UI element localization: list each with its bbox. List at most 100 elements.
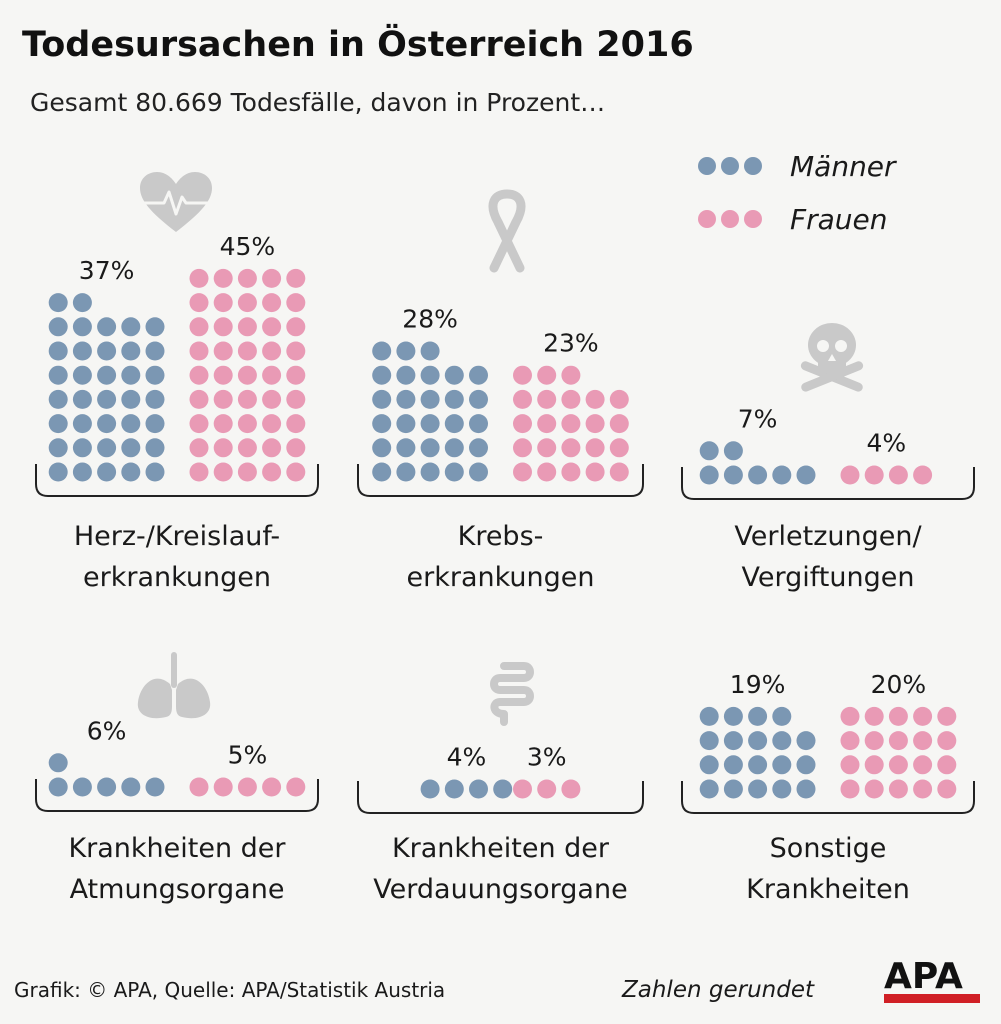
krebs-women-dot	[513, 414, 532, 434]
atmung-category-label-line: Krankheiten der	[68, 833, 286, 864]
krebs-men-dot	[444, 462, 464, 482]
herz-women-dot	[237, 365, 257, 385]
sonstige-women-dot	[864, 779, 884, 799]
herz-women-dot	[262, 268, 282, 288]
krebs-category-label-line: Krebs-	[458, 521, 544, 552]
krebs-men-dot	[420, 462, 440, 482]
verdauung-women-value-label: 3%	[527, 743, 567, 772]
verdauung-men-dot	[444, 779, 464, 799]
herz-men-dot	[121, 438, 141, 458]
panel-atmung: 6% 5% Krankheiten der Atmungsorgane	[35, 716, 319, 905]
atmung-women-dot	[237, 777, 257, 797]
herz-men-dot	[48, 317, 68, 337]
sonstige-men-dot	[723, 755, 743, 775]
footer-source: Grafik: © APA, Quelle: APA/Statistik Aus…	[14, 978, 445, 1002]
herz-women-dot	[213, 389, 233, 409]
sonstige-women-dot	[937, 706, 957, 726]
atmung-women-value-label: 5%	[228, 741, 268, 770]
krebs-men-dot	[444, 365, 464, 385]
herz-women-dot	[262, 462, 282, 482]
sonstige-category-label-line: Krankheiten	[746, 874, 910, 905]
krebs-men-dot	[420, 389, 440, 409]
herz-men-dot	[145, 438, 165, 458]
verdauung-women-dot	[537, 779, 557, 799]
sonstige-men-dot	[723, 779, 743, 799]
krebs-bracket	[357, 464, 644, 497]
krebs-men-dot	[396, 389, 416, 409]
legend-men-swatch	[698, 157, 762, 175]
krebs-men-dot	[396, 341, 416, 361]
apa-logo: APA	[884, 956, 980, 1003]
sonstige-women-dot	[840, 779, 860, 799]
sonstige-men-dot	[723, 731, 743, 751]
sonstige-women-dot	[864, 755, 884, 775]
herz-men-dot	[121, 414, 141, 434]
herz-men-dot	[145, 389, 165, 409]
krebs-women-dot	[561, 462, 581, 482]
krebs-women-dot	[513, 389, 532, 409]
atmung-men-dot	[145, 777, 165, 797]
panel-herz: 37% 45% Herz-/Kreislauf-erkrankungen	[35, 232, 319, 593]
herz-women-dot	[262, 414, 282, 434]
herz-women-dot	[237, 438, 257, 458]
sonstige-women-dot	[937, 731, 957, 751]
krebs-women-dots	[513, 365, 629, 482]
atmung-women-dot	[213, 777, 233, 797]
herz-bracket	[35, 464, 319, 497]
herz-women-dot	[237, 317, 257, 337]
krebs-men-value-label: 28%	[402, 305, 458, 334]
krebs-women-dot	[537, 438, 557, 458]
krebs-women-dot	[561, 438, 581, 458]
krebs-women-dot	[513, 365, 532, 385]
herz-men-dot	[145, 317, 165, 337]
krebs-men-dot	[420, 341, 440, 361]
atmung-bracket	[35, 779, 319, 812]
sonstige-women-dot	[937, 755, 957, 775]
sonstige-bracket	[681, 781, 975, 814]
atmung-men-dot	[48, 777, 68, 797]
sonstige-women-dots	[840, 706, 957, 799]
atmung-men-dot	[48, 753, 68, 773]
krebs-men-dot	[444, 438, 464, 458]
herz-women-dot	[286, 317, 306, 337]
herz-men-dot	[145, 341, 165, 361]
atmung-women-dot	[286, 777, 306, 797]
herz-men-dot	[121, 389, 141, 409]
krebs-women-dot	[585, 438, 605, 458]
herz-women-dot	[237, 389, 257, 409]
sonstige-women-dot	[913, 731, 933, 751]
footer-note: Zahlen gerundet	[621, 977, 815, 1003]
herz-women-dot	[286, 268, 306, 288]
herz-men-dot	[72, 462, 92, 482]
krebs-category-label-line: erkrankungen	[407, 562, 595, 593]
herz-men-dot	[72, 438, 92, 458]
krebs-women-dot	[561, 414, 581, 434]
herz-women-dot	[262, 293, 282, 313]
krebs-men-dot	[420, 365, 440, 385]
sonstige-men-dot	[699, 779, 719, 799]
herz-men-dot	[145, 414, 165, 434]
sonstige-men-dot	[748, 706, 768, 726]
sonstige-women-dot	[864, 731, 884, 751]
krebs-women-dot	[585, 414, 605, 434]
verletzungen-women-dots	[840, 465, 933, 485]
herz-men-dot	[72, 365, 92, 385]
krebs-women-dot	[609, 462, 629, 482]
verdauung-men-dot	[493, 779, 513, 799]
herz-men-dot	[97, 414, 117, 434]
herz-women-dot	[213, 293, 233, 313]
sonstige-women-dot	[913, 706, 933, 726]
verletzungen-men-dot	[699, 441, 719, 461]
herz-women-dot	[237, 462, 257, 482]
krebs-men-dot	[372, 365, 392, 385]
sonstige-women-dot	[888, 731, 908, 751]
legend: Männer Frauen	[698, 150, 897, 236]
sonstige-men-dot	[699, 731, 719, 751]
sonstige-men-dot	[748, 755, 768, 775]
krebs-women-dot	[537, 365, 557, 385]
skull-icon	[800, 323, 864, 392]
krebs-women-dot	[561, 365, 581, 385]
herz-women-dot	[189, 268, 209, 288]
sonstige-women-dot	[840, 755, 860, 775]
sonstige-men-dot	[748, 731, 768, 751]
